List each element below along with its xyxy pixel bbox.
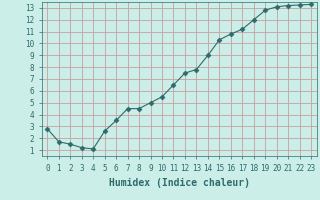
X-axis label: Humidex (Indice chaleur): Humidex (Indice chaleur) [109,178,250,188]
